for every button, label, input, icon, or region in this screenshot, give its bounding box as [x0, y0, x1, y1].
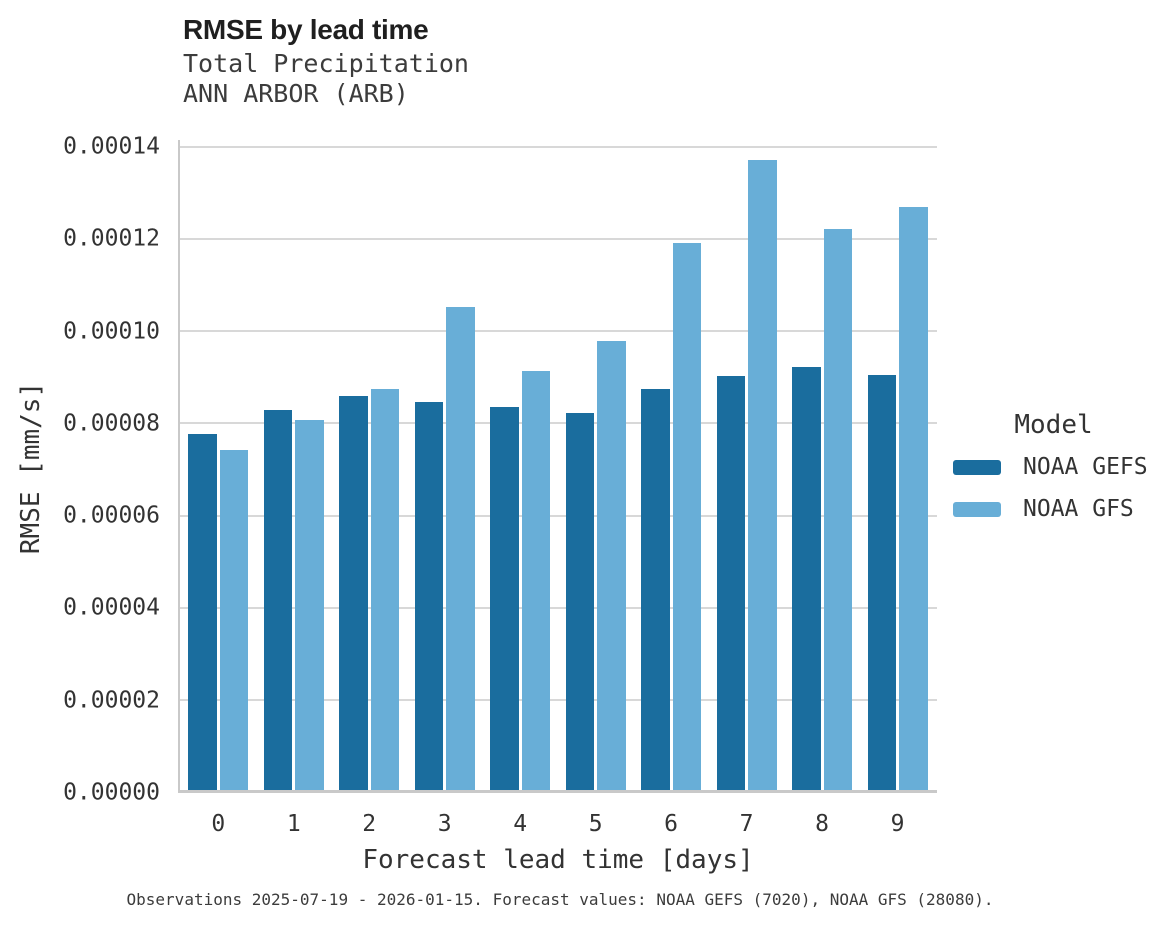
- gridline: [180, 607, 937, 609]
- x-tick-label-9: 9: [890, 811, 905, 837]
- bar-noaa-gfs-day-9: [899, 206, 928, 790]
- bar-noaa-gfs-day-3: [446, 306, 475, 790]
- x-tick-label-6: 6: [664, 811, 679, 837]
- bar-noaa-gefs-day-0: [188, 433, 217, 790]
- x-tick-label-8: 8: [815, 811, 829, 837]
- legend-swatch-gefs-icon: [953, 459, 1001, 475]
- legend-title: Model: [1014, 410, 1093, 440]
- legend-item-noaa-gefs: NOAA GEFS: [946, 454, 1161, 480]
- y-tick-label-0.00008: 0.00008: [63, 410, 160, 437]
- chart-subtitle-station: ANN ARBOR (ARB): [183, 79, 409, 108]
- chart-subtitle-variable: Total Precipitation: [183, 49, 469, 78]
- x-tick-label-0: 0: [211, 811, 226, 837]
- bar-noaa-gefs-day-4: [490, 407, 519, 790]
- plot-panel: [178, 140, 937, 793]
- x-axis-label: Forecast lead time [days]: [362, 845, 754, 875]
- y-tick-label-0.00002: 0.00002: [63, 687, 160, 714]
- y-tick-label-0.00010: 0.00010: [63, 317, 160, 344]
- bar-noaa-gefs-day-1: [263, 410, 293, 790]
- bar-noaa-gfs-day-6: [672, 242, 702, 790]
- bar-noaa-gefs-day-7: [716, 375, 746, 790]
- x-tick-label-2: 2: [362, 811, 377, 837]
- y-tick-label-0.00014: 0.00014: [63, 133, 160, 160]
- x-tick-label-1: 1: [286, 811, 301, 837]
- legend-label-gfs: NOAA GFS: [1023, 496, 1134, 522]
- y-tick-label-0.00000: 0.00000: [63, 779, 160, 806]
- x-tick-label-3: 3: [437, 811, 452, 837]
- bar-noaa-gfs-day-1: [295, 420, 324, 790]
- x-tick-label-5: 5: [588, 811, 603, 837]
- bar-noaa-gfs-day-4: [521, 370, 551, 790]
- gridline: [180, 237, 937, 240]
- bar-noaa-gefs-day-3: [414, 402, 444, 790]
- y-tick-label-0.00004: 0.00004: [63, 594, 160, 621]
- gridline: [180, 699, 937, 702]
- bar-noaa-gfs-day-8: [823, 228, 853, 790]
- legend: Model NOAA GEFS NOAA GFS: [946, 410, 1161, 538]
- gridline: [180, 422, 937, 425]
- gridline: [180, 145, 937, 148]
- legend-item-noaa-gfs: NOAA GFS: [946, 496, 1161, 522]
- bar-noaa-gfs-day-7: [748, 159, 777, 790]
- x-tick-label-7: 7: [739, 811, 754, 837]
- y-tick-label-0.00012: 0.00012: [63, 225, 160, 252]
- bar-noaa-gefs-day-2: [339, 396, 368, 790]
- gridline: [180, 330, 937, 333]
- gridline: [180, 514, 937, 517]
- bar-noaa-gfs-day-2: [370, 388, 400, 790]
- bar-noaa-gefs-day-9: [867, 374, 897, 790]
- caption-text: Observations 2025-07-19 - 2026-01-15. Fo…: [126, 890, 994, 909]
- legend-swatch-gfs-icon: [953, 501, 1001, 517]
- legend-label-gefs: NOAA GEFS: [1023, 454, 1148, 480]
- bar-noaa-gefs-day-6: [641, 388, 670, 790]
- bar-noaa-gfs-day-5: [597, 341, 626, 790]
- y-tick-label-0.00006: 0.00006: [63, 502, 160, 529]
- x-tick-label-4: 4: [513, 811, 528, 837]
- bar-noaa-gefs-day-8: [792, 367, 821, 790]
- chart-title: RMSE by lead time: [183, 14, 429, 45]
- bar-noaa-gfs-day-0: [219, 450, 249, 790]
- bar-noaa-gefs-day-5: [565, 412, 595, 790]
